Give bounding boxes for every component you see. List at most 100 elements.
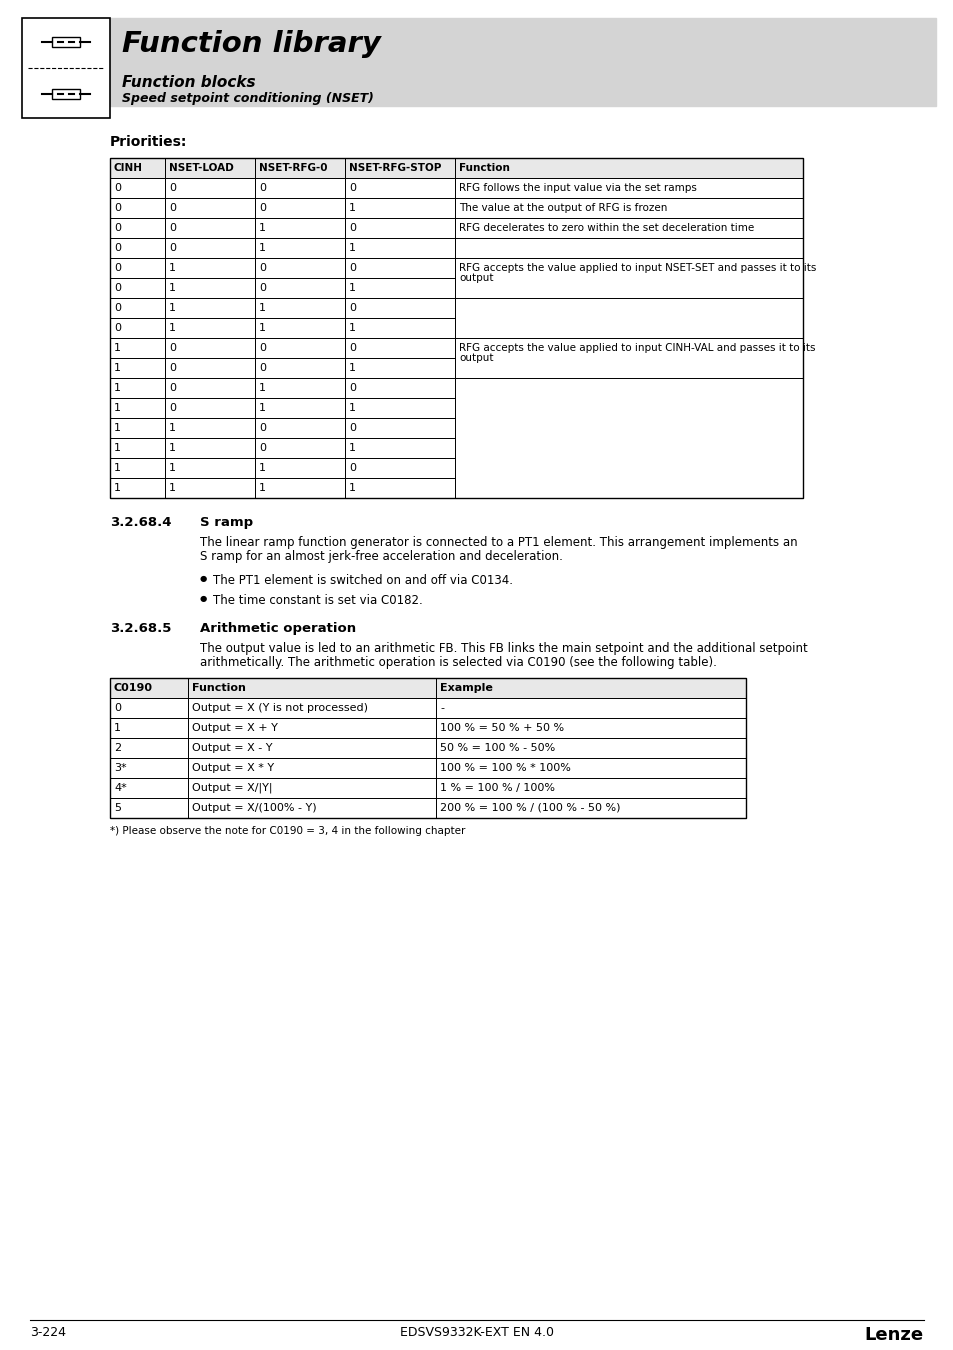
Bar — [436, 757, 745, 778]
Text: 1: 1 — [113, 343, 121, 352]
Bar — [188, 757, 436, 778]
Text: output: output — [458, 273, 493, 284]
Bar — [455, 338, 802, 378]
Text: 0: 0 — [258, 443, 266, 454]
Bar — [165, 238, 254, 258]
Bar — [455, 298, 802, 338]
Text: 1: 1 — [349, 284, 355, 293]
Text: 0: 0 — [258, 202, 266, 213]
Bar — [436, 698, 745, 718]
Text: 0: 0 — [258, 284, 266, 293]
Bar — [455, 198, 802, 217]
Text: 0: 0 — [349, 223, 355, 234]
Text: 1: 1 — [258, 463, 266, 472]
Text: Function: Function — [458, 163, 509, 173]
Text: 0: 0 — [113, 202, 121, 213]
Text: 0: 0 — [113, 302, 121, 313]
Text: -: - — [439, 703, 443, 713]
Text: Output = X/|Y|: Output = X/|Y| — [192, 783, 273, 794]
Bar — [254, 278, 345, 298]
Text: 1: 1 — [169, 263, 175, 273]
Bar — [345, 437, 455, 458]
Text: The linear ramp function generator is connected to a PT1 element. This arrangeme: The linear ramp function generator is co… — [200, 536, 797, 549]
Text: 3*: 3* — [113, 763, 127, 774]
Bar — [254, 398, 345, 418]
Bar — [436, 718, 745, 738]
Bar — [455, 238, 802, 258]
Text: 1: 1 — [349, 243, 355, 252]
Text: RFG accepts the value applied to input NSET-SET and passes it to its: RFG accepts the value applied to input N… — [458, 263, 816, 273]
Bar — [345, 378, 455, 398]
Bar — [110, 398, 165, 418]
Bar — [110, 718, 188, 738]
Text: 1 % = 100 % / 100%: 1 % = 100 % / 100% — [439, 783, 555, 792]
Text: 0: 0 — [169, 383, 175, 393]
Bar — [22, 18, 110, 117]
Bar — [345, 158, 455, 178]
Text: 1: 1 — [258, 483, 266, 493]
Text: Function library: Function library — [122, 30, 380, 58]
Text: Function blocks: Function blocks — [122, 76, 255, 90]
Text: The PT1 element is switched on and off via C0134.: The PT1 element is switched on and off v… — [213, 574, 513, 587]
Text: 1: 1 — [169, 423, 175, 433]
Bar — [165, 217, 254, 238]
Text: 3.2.68.4: 3.2.68.4 — [110, 516, 172, 529]
Bar — [165, 398, 254, 418]
Bar — [254, 158, 345, 178]
Text: Output = X - Y: Output = X - Y — [192, 743, 273, 753]
Bar — [110, 778, 188, 798]
Text: RFG follows the input value via the set ramps: RFG follows the input value via the set … — [458, 184, 696, 193]
Bar — [165, 478, 254, 498]
Bar — [345, 238, 455, 258]
Text: Lenze: Lenze — [864, 1326, 923, 1345]
Text: 0: 0 — [113, 323, 121, 333]
Bar — [110, 178, 165, 198]
Text: 1: 1 — [349, 363, 355, 373]
Bar — [345, 398, 455, 418]
Bar — [52, 36, 80, 47]
Text: 1: 1 — [258, 323, 266, 333]
Bar — [254, 437, 345, 458]
Text: 100 % = 100 % * 100%: 100 % = 100 % * 100% — [439, 763, 570, 774]
Bar — [345, 178, 455, 198]
Text: Output = X + Y: Output = X + Y — [192, 724, 277, 733]
Text: Output = X (Y is not processed): Output = X (Y is not processed) — [192, 703, 368, 713]
Bar — [254, 238, 345, 258]
Bar — [110, 319, 165, 338]
Text: RFG accepts the value applied to input CINH-VAL and passes it to its: RFG accepts the value applied to input C… — [458, 343, 815, 352]
Text: 0: 0 — [258, 184, 266, 193]
Bar — [165, 158, 254, 178]
Bar — [165, 319, 254, 338]
Text: 5: 5 — [113, 803, 121, 813]
Bar — [345, 258, 455, 278]
Text: 1: 1 — [258, 404, 266, 413]
Text: *) Please observe the note for C0190 = 3, 4 in the following chapter: *) Please observe the note for C0190 = 3… — [110, 826, 465, 836]
Bar — [436, 678, 745, 698]
Text: Output = X * Y: Output = X * Y — [192, 763, 274, 774]
Text: Function: Function — [192, 683, 246, 693]
Bar — [254, 198, 345, 217]
Bar — [254, 358, 345, 378]
Bar — [110, 437, 165, 458]
Text: 1: 1 — [169, 443, 175, 454]
Bar — [110, 278, 165, 298]
Text: 50 % = 100 % - 50%: 50 % = 100 % - 50% — [439, 743, 555, 753]
Text: The output value is led to an arithmetic FB. This FB links the main setpoint and: The output value is led to an arithmetic… — [200, 643, 807, 655]
Bar — [345, 458, 455, 478]
Text: ●: ● — [200, 574, 207, 583]
Text: 1: 1 — [169, 323, 175, 333]
Bar — [436, 778, 745, 798]
Bar — [345, 217, 455, 238]
Text: NSET-RFG-STOP: NSET-RFG-STOP — [349, 163, 441, 173]
Text: 1: 1 — [349, 404, 355, 413]
Text: 0: 0 — [169, 223, 175, 234]
Bar — [165, 198, 254, 217]
Bar — [254, 298, 345, 319]
Bar — [165, 178, 254, 198]
Text: 1: 1 — [258, 223, 266, 234]
Text: 1: 1 — [258, 243, 266, 252]
Bar — [165, 418, 254, 437]
Text: 0: 0 — [113, 243, 121, 252]
Bar — [52, 89, 80, 99]
Bar — [345, 278, 455, 298]
